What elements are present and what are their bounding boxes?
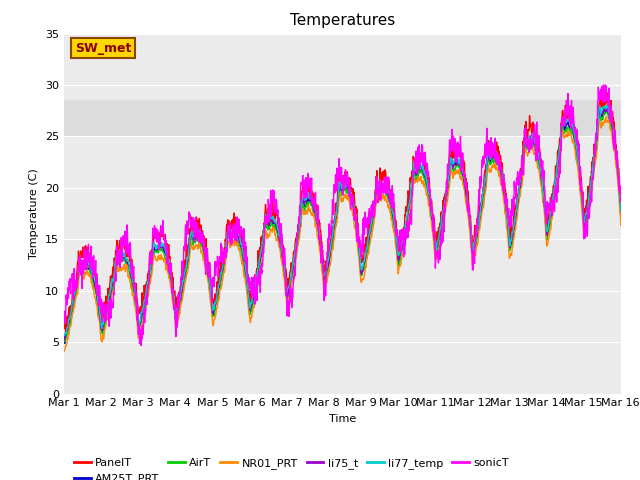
PanelT — [61, 329, 69, 335]
AM25T_PRT — [61, 340, 68, 346]
PanelT — [603, 90, 611, 96]
AirT — [60, 339, 68, 345]
sonicT — [216, 254, 223, 260]
AirT — [216, 286, 223, 292]
li75_t — [568, 122, 575, 128]
PanelT — [216, 273, 223, 278]
li75_t — [216, 281, 223, 287]
li75_t — [371, 200, 379, 206]
Line: li75_t: li75_t — [64, 107, 621, 340]
sonicT — [60, 318, 68, 324]
AM25T_PRT — [359, 269, 367, 275]
AM25T_PRT — [371, 203, 379, 208]
li77_temp — [617, 208, 625, 214]
sonicT — [600, 82, 607, 88]
AirT — [583, 213, 591, 219]
Line: PanelT: PanelT — [64, 93, 621, 332]
li77_temp — [583, 207, 591, 213]
NR01_PRT — [358, 277, 366, 283]
PanelT — [371, 190, 379, 195]
NR01_PRT — [602, 114, 610, 120]
X-axis label: Time: Time — [329, 414, 356, 424]
NR01_PRT — [583, 221, 591, 227]
NR01_PRT — [617, 223, 625, 228]
li77_temp — [358, 264, 366, 270]
NR01_PRT — [568, 134, 575, 140]
li75_t — [359, 268, 367, 274]
sonicT — [617, 199, 625, 204]
li77_temp — [60, 332, 68, 338]
AM25T_PRT — [584, 207, 591, 213]
li77_temp — [568, 122, 575, 128]
AirT — [504, 229, 512, 235]
sonicT — [584, 233, 591, 239]
li75_t — [60, 337, 68, 343]
li75_t — [504, 228, 512, 233]
li77_temp — [216, 281, 223, 287]
Legend: PanelT, AM25T_PRT, AirT, NR01_PRT, li75_t, li77_temp, sonicT: PanelT, AM25T_PRT, AirT, NR01_PRT, li75_… — [70, 454, 513, 480]
AirT — [617, 217, 625, 223]
Line: NR01_PRT: NR01_PRT — [64, 117, 621, 352]
PanelT — [359, 256, 367, 262]
AirT — [602, 107, 609, 113]
Title: Temperatures: Temperatures — [290, 13, 395, 28]
AM25T_PRT — [60, 337, 68, 343]
sonicT — [371, 209, 379, 215]
PanelT — [584, 204, 591, 210]
sonicT — [359, 235, 367, 240]
sonicT — [504, 213, 512, 218]
li77_temp — [603, 103, 611, 108]
AM25T_PRT — [568, 127, 575, 133]
AirT — [358, 271, 366, 277]
AirT — [568, 128, 575, 133]
AM25T_PRT — [602, 104, 610, 110]
PanelT — [504, 219, 512, 225]
Line: AM25T_PRT: AM25T_PRT — [64, 107, 621, 343]
AM25T_PRT — [617, 212, 625, 217]
Line: sonicT: sonicT — [64, 85, 621, 346]
li77_temp — [504, 222, 512, 228]
PanelT — [617, 199, 625, 204]
Bar — [64, 100, 621, 136]
sonicT — [568, 109, 575, 115]
Line: AirT: AirT — [64, 110, 621, 342]
li77_temp — [371, 201, 378, 206]
li75_t — [617, 209, 625, 215]
NR01_PRT — [216, 295, 223, 301]
AirT — [371, 208, 378, 214]
PanelT — [568, 126, 575, 132]
Y-axis label: Temperature (C): Temperature (C) — [29, 168, 40, 259]
NR01_PRT — [504, 237, 512, 243]
sonicT — [137, 343, 145, 348]
li75_t — [600, 104, 608, 110]
AM25T_PRT — [504, 232, 512, 238]
Text: SW_met: SW_met — [75, 42, 131, 55]
PanelT — [60, 324, 68, 329]
Line: li77_temp: li77_temp — [64, 106, 621, 335]
li75_t — [584, 204, 591, 210]
AM25T_PRT — [216, 284, 223, 289]
li75_t — [60, 336, 68, 342]
NR01_PRT — [60, 349, 68, 355]
NR01_PRT — [371, 215, 378, 220]
